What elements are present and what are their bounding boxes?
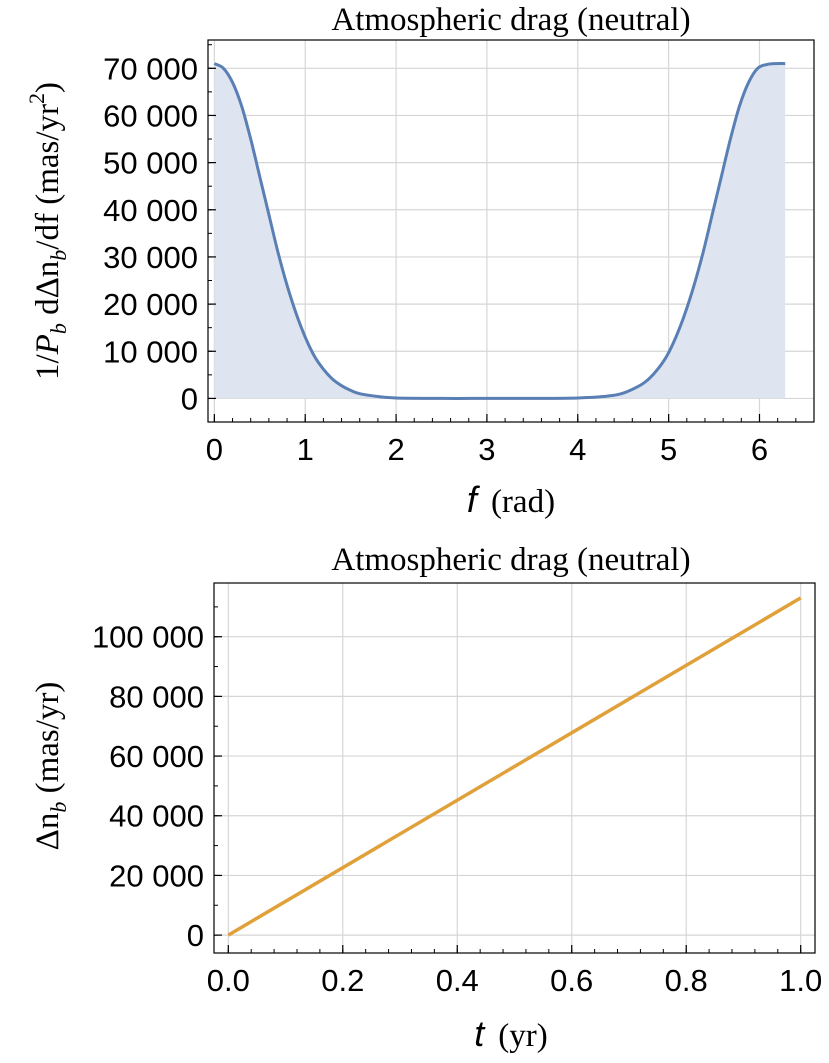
chart-2-x-axis-label: t (yr)	[474, 1013, 547, 1054]
chart-1-y-axis-label: 1/Pb dΔnb/df (mas/yr2)	[24, 82, 71, 380]
c1-y-tick-label: 60 000	[103, 98, 198, 133]
c1-y-tick-label: 0	[181, 381, 198, 416]
c2-x-tick-label: 1.0	[779, 963, 822, 998]
chart-1-y-tick-labels: 0 10 000 20 000 30 000 40 000 50 000 60 000 70 …	[103, 51, 198, 416]
chart-1-y-label-post: /df (mas/yr	[30, 104, 66, 250]
chart-2-y-tick-labels: 0 20 000 40 000 60 000 80 000 100 000	[92, 620, 204, 953]
chart-1-y-label-exp: 2	[24, 93, 49, 104]
chart-2-title: Atmospheric drag (neutral)	[331, 542, 690, 578]
c1-x-tick-label: 0	[206, 432, 223, 467]
chart-2-x-tick-labels: 0.0 0.2 0.4 0.6 0.8 1.0	[207, 963, 822, 998]
c2-y-tick-label: 100 000	[92, 620, 204, 655]
c2-y-tick-label: 40 000	[109, 799, 204, 834]
chart-2-y-label-pre: Δn	[30, 813, 66, 851]
chart-1: Atmospheric drag (neutral) 0 10 000 20 000…	[24, 2, 815, 520]
chart-1-x-tick-labels: 0 1 2 3 4 5 6	[206, 432, 768, 467]
chart-2-series-line	[227, 596, 802, 937]
c2-x-tick-label: 0.2	[321, 963, 364, 998]
c1-x-tick-label: 2	[387, 432, 404, 467]
c2-x-tick-label: 0.6	[550, 963, 593, 998]
c1-x-tick-label: 1	[297, 432, 314, 467]
chart-1-y-label-pre: 1/	[30, 354, 66, 381]
c1-x-tick-label: 3	[478, 432, 495, 467]
c1-y-tick-label: 40 000	[103, 193, 198, 228]
chart-1-area-fill	[214, 63, 786, 399]
c1-y-tick-label: 20 000	[103, 287, 198, 322]
c2-x-tick-label: 0.8	[665, 963, 708, 998]
chart-1-x-axis-label: f (rad)	[467, 479, 555, 520]
chart-1-gridlines	[208, 40, 814, 422]
chart-1-y-label-mid: dΔn	[30, 261, 66, 323]
chart-1-y-label-close: )	[30, 82, 66, 93]
chart-2-y-label-post: (mas/yr)	[30, 682, 66, 802]
c2-y-tick-label: 80 000	[109, 679, 204, 714]
chart-1-ticks	[208, 44, 797, 423]
chart-2: Atmospheric drag (neutral) 0 20 000 40 000…	[30, 542, 822, 1054]
c2-x-tick-label: 0.0	[207, 963, 250, 998]
c1-y-tick-label: 10 000	[103, 334, 198, 369]
chart-1-series-line	[213, 62, 786, 400]
chart-2-y-label-sub: b	[46, 802, 71, 813]
c1-x-tick-label: 4	[569, 432, 586, 467]
c1-y-tick-label: 70 000	[103, 51, 198, 86]
c2-y-tick-label: 20 000	[109, 858, 204, 893]
chart-1-x-axis-variable: f	[467, 479, 481, 520]
c2-x-tick-label: 0.4	[436, 963, 479, 998]
chart-1-frame	[207, 39, 815, 423]
chart-2-y-axis-label: Δnb (mas/yr)	[30, 682, 71, 851]
chart-2-ticks	[214, 606, 802, 953]
chart-1-y-label-sub2: b	[46, 250, 71, 261]
chart-1-y-label-sub1: b	[46, 323, 71, 334]
c1-y-tick-label: 50 000	[103, 146, 198, 181]
chart-2-gridlines	[214, 583, 815, 953]
chart-2-x-axis-unit: (yr)	[498, 1018, 547, 1054]
chart-2-frame	[213, 582, 816, 954]
c2-y-tick-label: 60 000	[109, 739, 204, 774]
c1-y-tick-label: 30 000	[103, 240, 198, 275]
chart-1-y-label-p: P	[30, 334, 66, 355]
chart-1-x-axis-unit: (rad)	[491, 484, 555, 520]
c1-x-tick-label: 6	[751, 432, 768, 467]
chart-1-title: Atmospheric drag (neutral)	[331, 2, 690, 38]
c1-x-tick-label: 5	[660, 432, 677, 467]
c2-y-tick-label: 0	[187, 918, 204, 953]
chart-2-x-axis-variable: t	[474, 1013, 486, 1054]
